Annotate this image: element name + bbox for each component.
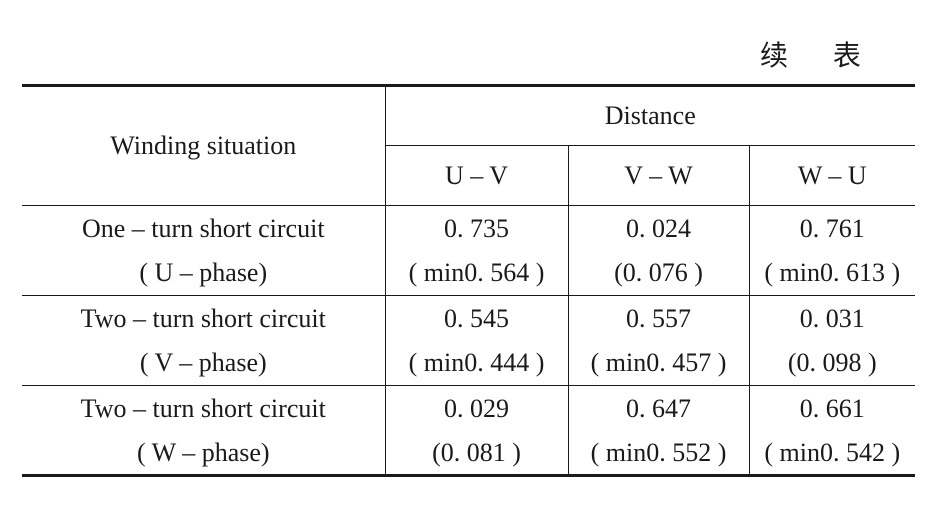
table-row-continuation: ( U – phase) ( min0. 564 ) (0. 076 ) ( m…: [22, 251, 916, 296]
cell-value: 0. 647: [567, 385, 749, 432]
row-label-line2: ( V – phase): [139, 348, 267, 378]
cell-range: (0. 081 ): [384, 431, 568, 476]
cell-range: (0. 076 ): [567, 251, 749, 296]
cell-range: (0. 098 ): [748, 341, 916, 386]
cell-value: 0. 545: [384, 295, 568, 342]
cell-value: 0. 024: [567, 205, 749, 252]
winding-distance-table: Winding situation Distance U – V V – W W…: [22, 84, 916, 477]
column-header-w-u: W – U: [748, 145, 916, 206]
table-row: One – turn short circuit 0. 735 0. 024 0…: [22, 205, 916, 252]
cell-range: ( min0. 542 ): [748, 431, 916, 476]
column-header-u-v: U – V: [384, 145, 568, 206]
table-row: Two – turn short circuit 0. 545 0. 557 0…: [22, 295, 916, 342]
cell-range: ( min0. 444 ): [384, 341, 568, 386]
distance-group-header: Distance: [384, 85, 916, 146]
table-row-continuation: ( V – phase) ( min0. 444 ) ( min0. 457 )…: [22, 341, 916, 386]
cell-range: ( min0. 457 ): [567, 341, 749, 386]
cell-range: ( min0. 552 ): [567, 431, 749, 476]
cell-value: 0. 735: [384, 205, 568, 252]
row-label-header: Winding situation: [110, 131, 297, 160]
continued-table-caption: 续 表: [760, 39, 879, 72]
cell-value: 0. 557: [567, 295, 749, 342]
table-row: Two – turn short circuit 0. 029 0. 647 0…: [22, 385, 916, 432]
row-label-line2: ( U – phase): [139, 258, 268, 288]
cell-value: 0. 661: [748, 385, 916, 432]
cell-value: 0. 029: [384, 385, 568, 432]
cell-value: 0. 761: [748, 205, 916, 252]
row-label-line1: Two – turn short circuit: [22, 295, 385, 342]
row-label-line2: ( W – phase): [136, 437, 270, 467]
row-label-line1: Two – turn short circuit: [22, 385, 385, 432]
cell-range: ( min0. 613 ): [748, 251, 916, 296]
cell-value: 0. 031: [748, 295, 916, 342]
table-row-continuation: ( W – phase) (0. 081 ) ( min0. 552 ) ( m…: [22, 431, 916, 476]
cell-range: ( min0. 564 ): [384, 251, 568, 296]
row-label-line1: One – turn short circuit: [22, 205, 385, 252]
column-header-v-w: V – W: [567, 145, 749, 206]
